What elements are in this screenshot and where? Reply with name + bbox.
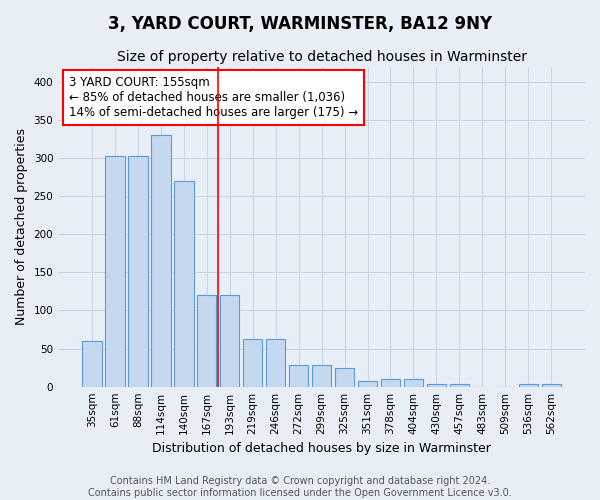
Text: 3 YARD COURT: 155sqm
← 85% of detached houses are smaller (1,036)
14% of semi-de: 3 YARD COURT: 155sqm ← 85% of detached h… [69, 76, 358, 119]
Bar [197, 295, 217, 386]
Bar [220, 295, 239, 386]
Bar [427, 384, 446, 386]
Bar [542, 384, 561, 386]
Bar [151, 135, 170, 386]
X-axis label: Distribution of detached houses by size in Warminster: Distribution of detached houses by size … [152, 442, 491, 455]
Title: Size of property relative to detached houses in Warminster: Size of property relative to detached ho… [116, 50, 527, 64]
Bar [174, 181, 194, 386]
Bar [105, 156, 125, 386]
Bar [128, 156, 148, 386]
Bar [449, 384, 469, 386]
Y-axis label: Number of detached properties: Number of detached properties [15, 128, 28, 325]
Bar [381, 379, 400, 386]
Text: 3, YARD COURT, WARMINSTER, BA12 9NY: 3, YARD COURT, WARMINSTER, BA12 9NY [108, 15, 492, 33]
Bar [335, 368, 355, 386]
Bar [82, 341, 101, 386]
Bar [358, 382, 377, 386]
Bar [289, 364, 308, 386]
Text: Contains HM Land Registry data © Crown copyright and database right 2024.
Contai: Contains HM Land Registry data © Crown c… [88, 476, 512, 498]
Bar [312, 366, 331, 386]
Bar [404, 379, 423, 386]
Bar [518, 384, 538, 386]
Bar [243, 340, 262, 386]
Bar [266, 340, 286, 386]
